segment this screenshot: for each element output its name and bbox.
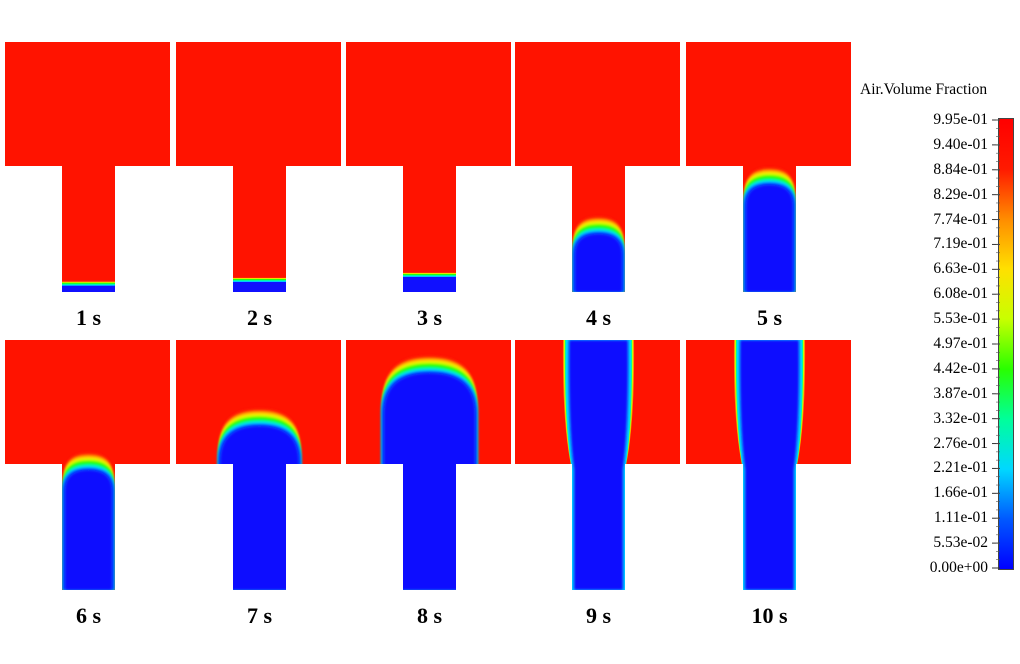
- chamber-region: [515, 42, 680, 166]
- colorbar-tick-label: 6.63e-01: [933, 260, 988, 278]
- snapshot-geometry: [5, 340, 170, 590]
- colorbar-tick-label: 7.74e-01: [933, 210, 988, 228]
- colorbar-tick-label: 1.11e-01: [933, 509, 988, 527]
- snapshot-panel-3s: [346, 42, 511, 292]
- snapshot-geometry: [686, 42, 851, 292]
- colorbar-tick-label: 2.76e-01: [933, 434, 988, 452]
- liquid-region: [233, 281, 286, 292]
- colorbar-tick-label: 1.66e-01: [933, 484, 988, 502]
- chamber-region: [5, 42, 170, 166]
- colorbar-tick-label: 5.53e-01: [933, 310, 988, 328]
- snapshot-panel-5s: [686, 42, 851, 292]
- snapshot-panel-6s: [5, 340, 170, 590]
- snapshot-panel-10s: [686, 340, 851, 590]
- time-label-4s: 4 s: [585, 305, 612, 330]
- liquid-region: [65, 470, 112, 590]
- colorbar-tick-label: 3.32e-01: [933, 409, 988, 427]
- chamber-region: [686, 42, 851, 166]
- colorbar-tick-label: 9.95e-01: [933, 111, 988, 128]
- legend-title: Air.Volume Fraction: [860, 81, 988, 98]
- time-label-9s: 9 s: [585, 603, 612, 628]
- liquid-region: [568, 340, 629, 590]
- chamber-region: [346, 42, 511, 166]
- colorbar-tick-label: 6.08e-01: [933, 285, 988, 303]
- snapshot-geometry: [515, 340, 680, 590]
- snapshot-panel-9s: [515, 340, 680, 590]
- snapshot-panel-7s: [176, 340, 341, 590]
- liquid-region: [746, 184, 793, 292]
- time-label-7s: 7 s: [246, 603, 273, 628]
- time-label-2s: 2 s: [246, 305, 273, 330]
- colorbar-tick-label: 4.97e-01: [933, 335, 988, 352]
- snapshot-geometry: [346, 340, 511, 590]
- snapshot-geometry: [686, 340, 851, 590]
- snapshot-panel-1s: [5, 42, 170, 292]
- channel-region: [233, 165, 286, 292]
- time-label-8s: 8 s: [416, 603, 443, 628]
- time-label-5s: 5 s: [756, 305, 783, 330]
- chamber-region: [5, 340, 170, 464]
- colorbar-tick-label: 2.21e-01: [933, 459, 988, 477]
- time-label-10s: 10 s: [751, 603, 788, 628]
- simulation-panels: 1 s 2 s 3 s 4 s 5 s 6 s 7 s 8 s 9 s 10 s: [5, 42, 851, 628]
- liquid-region: [62, 285, 115, 292]
- snapshot-geometry: [176, 42, 341, 292]
- colorbar-tick-label: 5.53e-02: [933, 534, 988, 552]
- snapshot-geometry: [176, 340, 341, 590]
- snapshot-panel-2s: [176, 42, 341, 292]
- colorbar-tick-label: 4.42e-01: [933, 359, 988, 377]
- snapshot-panel-4s: [515, 42, 680, 292]
- colorbar: [998, 118, 1014, 570]
- snapshot-geometry: [346, 42, 511, 292]
- colorbar-tick-label: 8.84e-01: [933, 160, 988, 178]
- time-label-6s: 6 s: [75, 603, 102, 628]
- liquid-region: [739, 340, 800, 590]
- chamber-region: [176, 42, 341, 166]
- channel-region: [62, 165, 115, 292]
- liquid-region: [403, 276, 456, 292]
- liquid-region: [384, 373, 475, 590]
- liquid-region: [575, 234, 622, 292]
- colorbar-ticks: [992, 119, 1000, 569]
- snapshot-panel-8s: [346, 340, 511, 590]
- colorbar-tick-label: 3.87e-01: [933, 384, 988, 402]
- time-label-1s: 1 s: [75, 305, 102, 330]
- snapshot-geometry: [515, 42, 680, 292]
- colorbar-tick-label: 0.00e+00: [929, 559, 988, 576]
- colorbar-tick-label: 8.29e-01: [933, 185, 988, 203]
- time-label-3s: 3 s: [416, 305, 443, 330]
- liquid-region: [220, 426, 299, 590]
- snapshot-geometry: [5, 42, 170, 292]
- colorbar-tick-label: 7.19e-01: [933, 235, 988, 253]
- channel-region: [403, 165, 456, 292]
- colorbar-tick-label: 9.40e-01: [933, 135, 988, 153]
